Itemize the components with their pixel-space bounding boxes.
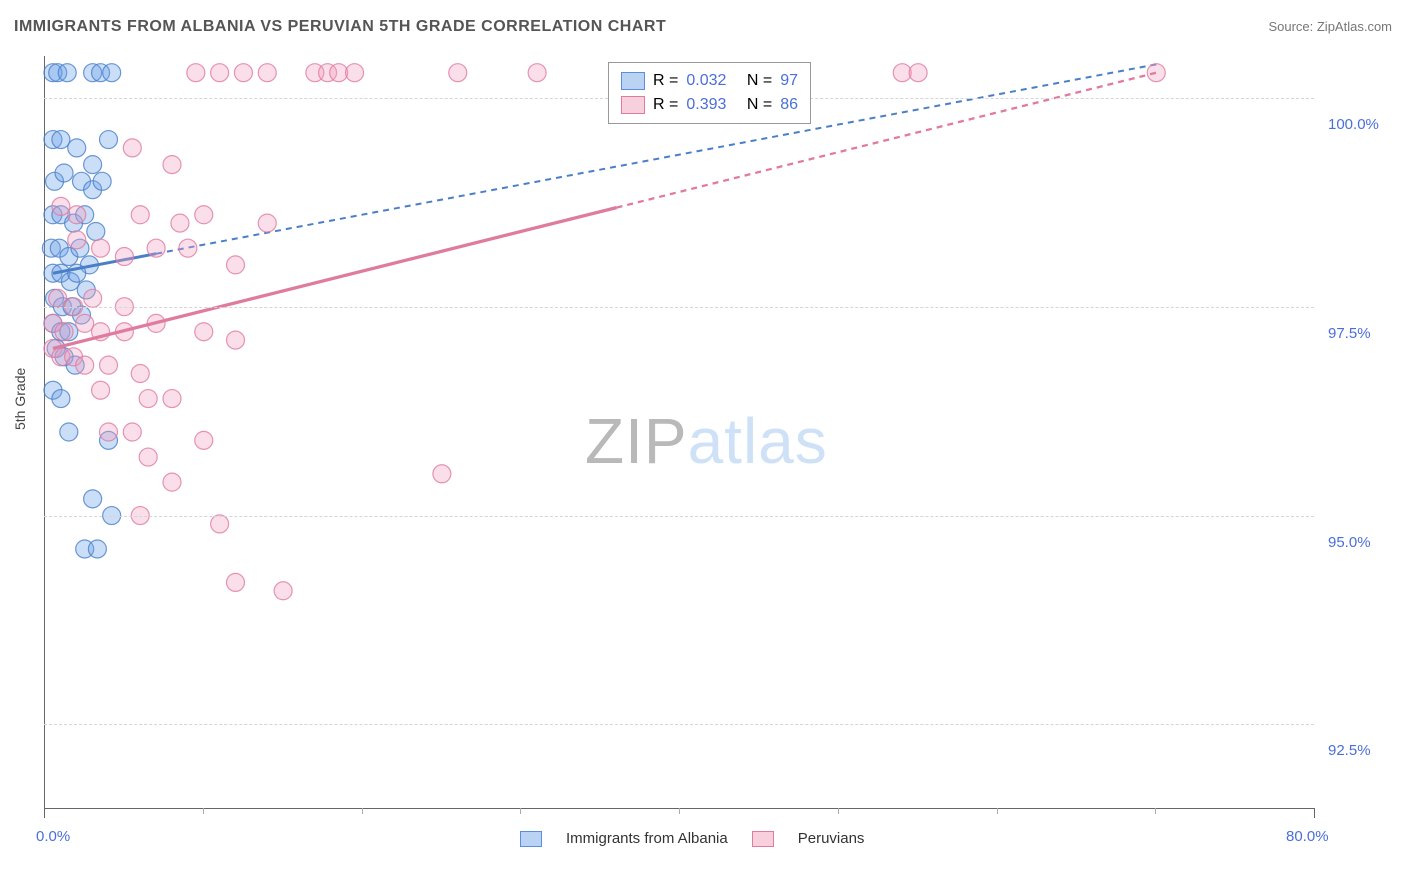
stats-row-blue: R = 0.032 N = 97 — [621, 69, 798, 93]
plot-area: ZIPatlas — [44, 56, 1315, 809]
swatch-icon — [752, 831, 774, 847]
legend: Immigrants from Albania Peruvians — [520, 830, 864, 847]
y-tick-label: 100.0% — [1328, 116, 1379, 133]
stats-box: R = 0.032 N = 97 R = 0.393 N = 86 — [608, 62, 811, 124]
swatch-icon — [621, 96, 645, 114]
title-bar: IMMIGRANTS FROM ALBANIA VS PERUVIAN 5TH … — [14, 18, 1392, 36]
y-axis-label: 5th Grade — [12, 368, 28, 430]
swatch-icon — [520, 831, 542, 847]
y-tick-label: 97.5% — [1328, 325, 1371, 342]
source-label: Source: ZipAtlas.com — [1268, 19, 1392, 34]
y-tick-label: 92.5% — [1328, 742, 1371, 759]
chart-title: IMMIGRANTS FROM ALBANIA VS PERUVIAN 5TH … — [14, 18, 666, 36]
scatter-svg — [45, 56, 1315, 808]
swatch-icon — [621, 72, 645, 90]
x-tick-label: 80.0% — [1286, 828, 1329, 845]
stats-row-pink: R = 0.393 N = 86 — [621, 93, 798, 117]
legend-label: Peruvians — [798, 830, 865, 847]
legend-label: Immigrants from Albania — [566, 830, 728, 847]
x-tick-label: 0.0% — [36, 828, 70, 845]
y-tick-label: 95.0% — [1328, 534, 1371, 551]
